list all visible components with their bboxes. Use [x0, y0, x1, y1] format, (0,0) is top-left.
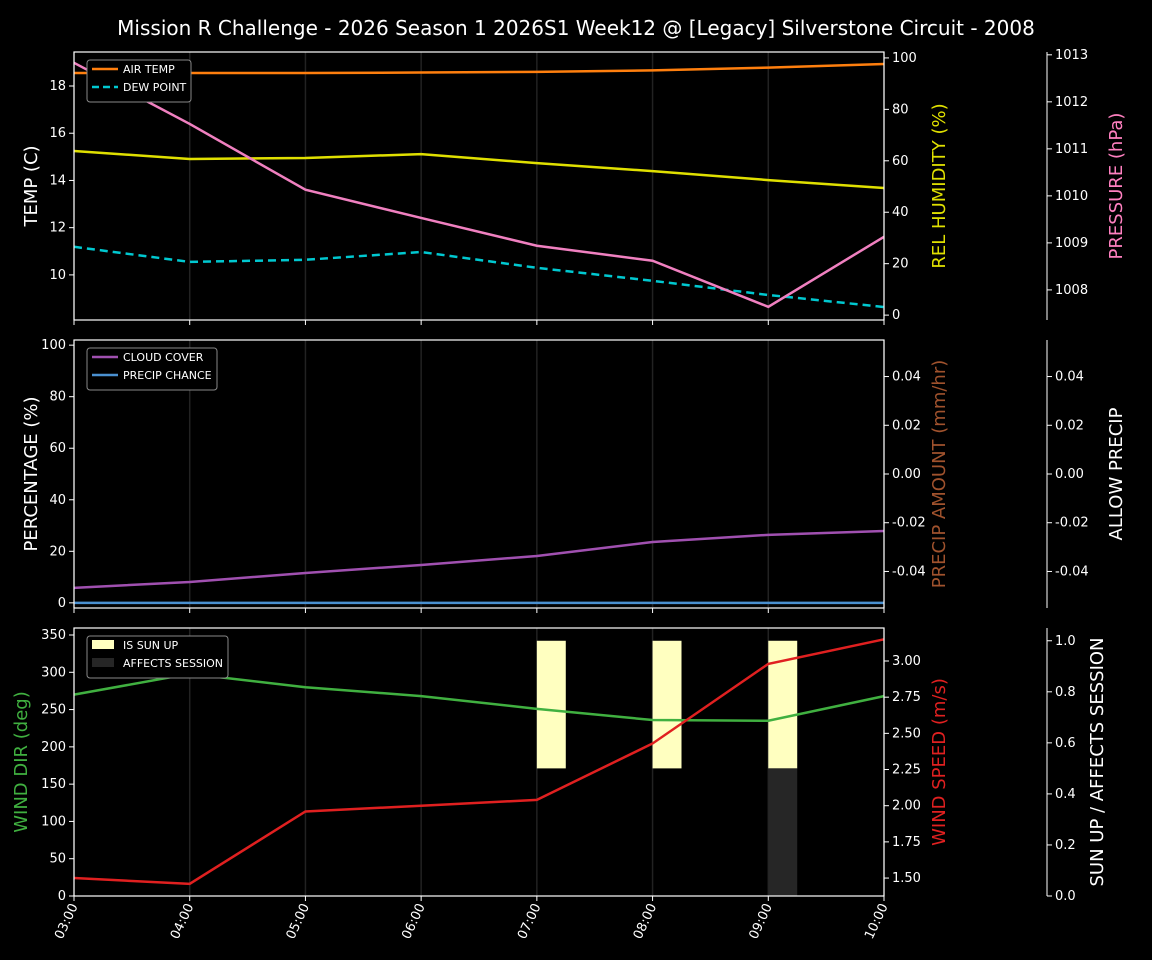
- series-line-2: [73, 149, 885, 190]
- y-tick-label: 100: [41, 338, 66, 353]
- axis-label: WIND SPEED (m/s): [929, 678, 950, 846]
- y-tick-label: 2.50: [892, 726, 921, 741]
- panel-2: 0 20 40 60 80 100 PERCENTAGE (%) -0.04 -0.02 0.00…: [21, 338, 1127, 613]
- axis-label: PRESSURE (hPa): [1106, 113, 1127, 260]
- y-tick-label: 150: [41, 777, 66, 792]
- y-tick-label: 20: [49, 544, 66, 559]
- y-tick-label: -0.02: [1055, 516, 1089, 531]
- y-tick-label: 1013: [1055, 48, 1088, 63]
- y-tick-label: 0.00: [1055, 467, 1084, 482]
- y-tick-label: 0.2: [1055, 838, 1076, 853]
- series-line-0: [74, 62, 885, 75]
- bar-is-sun-up: [652, 640, 682, 769]
- axis-label: ALLOW PRECIP: [1106, 407, 1127, 540]
- y-tick-label: 1.75: [892, 835, 921, 850]
- plot-frame: [73, 51, 885, 321]
- y-tick-label: 2.25: [892, 763, 921, 778]
- y-tick-label: 200: [41, 740, 66, 755]
- legend-box: [86, 59, 192, 103]
- y-tick-label: 16: [49, 126, 66, 141]
- series-line-1: [73, 245, 885, 309]
- y-tick-label: 1.50: [892, 871, 921, 886]
- y-tick-label: 0.0: [1055, 889, 1076, 904]
- chart-title: Mission R Challenge - 2026 Season 1 2026…: [117, 16, 1035, 40]
- y-tick-label: 0.02: [892, 418, 921, 433]
- legend-label: DEW POINT: [123, 81, 187, 94]
- y-tick-label: 1009: [1055, 236, 1088, 251]
- legend-swatch: [92, 658, 114, 667]
- axis-label: PERCENTAGE (%): [21, 396, 42, 551]
- series-line-3: [73, 61, 885, 309]
- y-tick-label: 100: [892, 51, 917, 66]
- y-tick-label: 0.00: [892, 467, 921, 482]
- y-tick-label: 0.04: [1055, 370, 1084, 385]
- y-tick-label: 0: [58, 889, 66, 904]
- y-tick-label: 2.00: [892, 799, 921, 814]
- legend-label: AFFECTS SESSION: [123, 657, 223, 670]
- y-tick-label: 350: [41, 628, 66, 643]
- legend: IS SUN UP AFFECTS SESSION: [86, 635, 229, 679]
- y-tick-label: 250: [41, 703, 66, 718]
- y-tick-label: 300: [41, 665, 66, 680]
- y-tick-label: 14: [49, 173, 66, 188]
- legend-label: PRECIP CHANCE: [123, 369, 212, 382]
- y-tick-label: 0.4: [1055, 787, 1076, 802]
- y-tick-label: 80: [892, 102, 909, 117]
- axis-label: TEMP (C): [21, 145, 42, 227]
- y-tick-label: 80: [49, 390, 66, 405]
- y-tick-label: 10: [49, 268, 66, 283]
- y-tick-label: 40: [892, 205, 909, 220]
- y-tick-label: 0.04: [892, 370, 921, 385]
- y-tick-label: 1011: [1055, 142, 1088, 157]
- axis-label: PRECIP AMOUNT (mm/hr): [929, 360, 950, 589]
- legend: AIR TEMP DEW POINT: [86, 59, 192, 103]
- axis-label: REL HUMIDITY (%): [929, 103, 950, 268]
- y-tick-label: 0.6: [1055, 736, 1076, 751]
- y-tick-label: -0.02: [892, 516, 926, 531]
- y-tick-label: 0: [892, 308, 900, 323]
- y-tick-label: 3.00: [892, 654, 921, 669]
- y-tick-label: 60: [892, 154, 909, 169]
- series-line-0: [73, 529, 885, 590]
- legend-label: IS SUN UP: [123, 639, 179, 652]
- y-tick-label: 1.0: [1055, 634, 1076, 649]
- legend-swatch: [92, 640, 114, 649]
- y-tick-label: 60: [49, 441, 66, 456]
- legend-label: CLOUD COVER: [123, 351, 204, 364]
- axis-label: WIND DIR (deg): [11, 691, 32, 833]
- y-tick-label: 2.75: [892, 690, 921, 705]
- legend-box: [86, 635, 229, 679]
- y-tick-label: 40: [49, 493, 66, 508]
- y-tick-label: 0.8: [1055, 685, 1076, 700]
- y-tick-label: 50: [49, 852, 66, 867]
- legend: CLOUD COVER PRECIP CHANCE: [86, 347, 218, 391]
- y-tick-label: 18: [49, 79, 66, 94]
- y-tick-label: 1008: [1055, 283, 1088, 298]
- y-tick-label: 20: [892, 257, 909, 272]
- bar-is-sun-up: [536, 640, 566, 769]
- y-tick-label: 1010: [1055, 189, 1088, 204]
- y-tick-label: -0.04: [1055, 564, 1089, 579]
- y-tick-label: 1012: [1055, 95, 1088, 110]
- legend-box: [86, 347, 218, 391]
- bar-affects-session: [768, 768, 798, 896]
- series-line-1: [73, 638, 885, 886]
- y-tick-label: 12: [49, 221, 66, 236]
- plot-frame: [73, 627, 885, 897]
- y-tick-label: 100: [41, 814, 66, 829]
- legend-label: AIR TEMP: [123, 63, 175, 76]
- axis-label: SUN UP / AFFECTS SESSION: [1087, 637, 1108, 886]
- y-tick-label: 0.02: [1055, 418, 1084, 433]
- y-tick-label: 0: [58, 596, 66, 611]
- y-tick-label: -0.04: [892, 564, 926, 579]
